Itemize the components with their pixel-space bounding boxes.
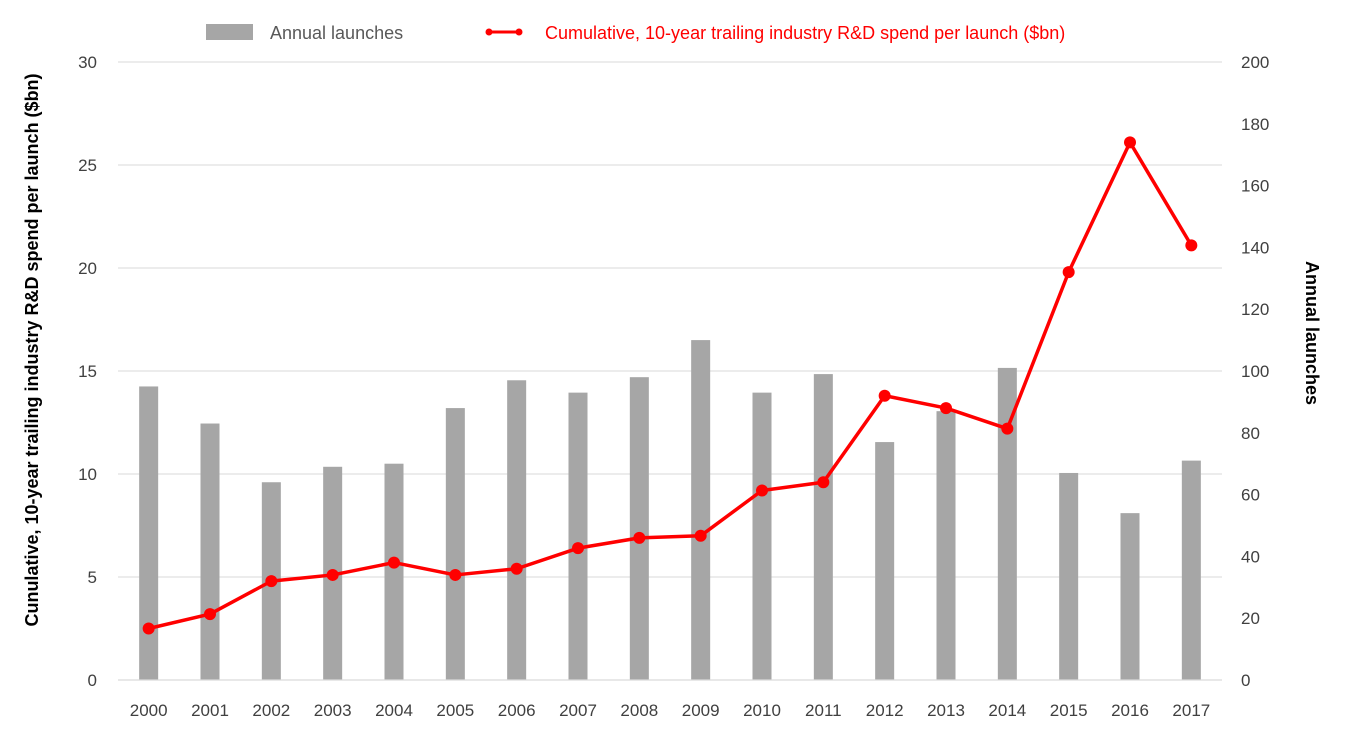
legend: Annual launches Cumulative, 10-year trai… bbox=[206, 23, 1065, 43]
bar bbox=[445, 408, 465, 680]
gridlines bbox=[118, 61, 1222, 578]
x-tick-label: 2005 bbox=[436, 701, 474, 720]
legend-swatch-annual-launches bbox=[206, 24, 253, 40]
right-axis-title: Annual launches bbox=[1302, 261, 1322, 405]
line-point bbox=[1062, 266, 1075, 279]
left-y-tick-label: 15 bbox=[78, 362, 97, 381]
x-tick-label: 2009 bbox=[682, 701, 720, 720]
line-point bbox=[204, 608, 216, 621]
right-y-tick-label: 140 bbox=[1241, 238, 1269, 257]
right-y-tick-label: 180 bbox=[1241, 115, 1269, 134]
right-y-tick-label: 40 bbox=[1241, 547, 1260, 566]
left-y-tick-label: 20 bbox=[78, 259, 97, 278]
bar-series-annual-launches bbox=[139, 340, 1201, 680]
right-y-tick-label: 60 bbox=[1241, 486, 1260, 505]
bar bbox=[200, 423, 220, 680]
line-point bbox=[694, 529, 707, 542]
x-tick-label: 2000 bbox=[130, 701, 168, 720]
line-series-rd-spend bbox=[142, 136, 1198, 635]
x-tick-label: 2010 bbox=[743, 701, 781, 720]
bar bbox=[384, 463, 404, 680]
x-tick-label: 2003 bbox=[314, 701, 352, 720]
bar bbox=[139, 386, 159, 680]
x-tick-label: 2004 bbox=[375, 701, 413, 720]
bar bbox=[629, 377, 649, 680]
line-point bbox=[633, 531, 646, 544]
line-point bbox=[817, 476, 830, 489]
right-y-tick-label: 120 bbox=[1241, 300, 1269, 319]
x-tick-label: 2001 bbox=[191, 701, 229, 720]
line-point bbox=[142, 622, 155, 635]
left-y-tick-label: 30 bbox=[78, 53, 97, 72]
line-path bbox=[148, 140, 1193, 631]
left-axis-title: Cunulative, 10-year trailing industry R&… bbox=[22, 73, 42, 626]
x-tick-label: 2016 bbox=[1111, 701, 1149, 720]
line-point bbox=[510, 562, 523, 575]
line-point bbox=[1185, 239, 1198, 252]
x-axis-ticks: 2000 2001 2002 2003 2004 2005 2006 2007 2008 2009… bbox=[130, 701, 1210, 720]
left-y-tick-label: 10 bbox=[78, 465, 97, 484]
left-y-tick-label: 0 bbox=[88, 671, 97, 690]
bar bbox=[813, 374, 833, 680]
x-tick-label: 2015 bbox=[1050, 701, 1088, 720]
line-point bbox=[572, 542, 584, 555]
x-tick-label: 2006 bbox=[498, 701, 536, 720]
bar bbox=[936, 411, 956, 680]
right-y-tick-label: 100 bbox=[1241, 362, 1269, 381]
left-y-tick-label: 25 bbox=[78, 156, 97, 175]
bar bbox=[997, 367, 1017, 680]
line-point bbox=[1124, 136, 1136, 149]
x-tick-label: 2002 bbox=[252, 701, 290, 720]
x-tick-label: 2017 bbox=[1172, 701, 1210, 720]
legend-swatch-marker-end bbox=[515, 28, 523, 36]
right-y-axis-ticks: 0 20 40 60 80 100 120 140 160 180 200 bbox=[1241, 53, 1269, 690]
x-tick-label: 2012 bbox=[866, 701, 904, 720]
bar bbox=[1059, 472, 1079, 680]
right-y-tick-label: 80 bbox=[1241, 424, 1260, 443]
line-point bbox=[449, 568, 462, 581]
x-tick-label: 2007 bbox=[559, 701, 597, 720]
bar bbox=[507, 380, 527, 680]
bar bbox=[1120, 513, 1140, 680]
x-tick-label: 2013 bbox=[927, 701, 965, 720]
line-point bbox=[756, 484, 768, 497]
right-y-tick-label: 0 bbox=[1241, 671, 1250, 690]
x-tick-label: 2008 bbox=[620, 701, 658, 720]
legend-label-rd-spend: Cumulative, 10-year trailing industry R&… bbox=[545, 23, 1065, 43]
left-y-axis-ticks: 0 5 10 15 20 25 30 bbox=[78, 53, 97, 690]
legend-label-annual-launches: Annual launches bbox=[270, 23, 403, 43]
bar bbox=[1181, 460, 1201, 680]
right-y-tick-label: 200 bbox=[1241, 53, 1269, 72]
line-point bbox=[1001, 422, 1014, 435]
left-y-tick-label: 5 bbox=[88, 568, 97, 587]
right-y-tick-label: 20 bbox=[1241, 609, 1260, 628]
right-y-tick-label: 160 bbox=[1241, 177, 1269, 196]
legend-swatch-marker-start bbox=[485, 28, 493, 36]
line-point bbox=[878, 389, 891, 402]
line-point bbox=[326, 568, 339, 581]
x-tick-label: 2011 bbox=[805, 701, 842, 720]
x-tick-label: 2014 bbox=[988, 701, 1026, 720]
line-point bbox=[265, 575, 278, 588]
bar bbox=[875, 442, 895, 680]
line-point bbox=[940, 402, 952, 415]
bar bbox=[691, 340, 711, 680]
bar bbox=[568, 392, 588, 680]
line-point bbox=[388, 556, 400, 569]
bar bbox=[752, 392, 772, 680]
